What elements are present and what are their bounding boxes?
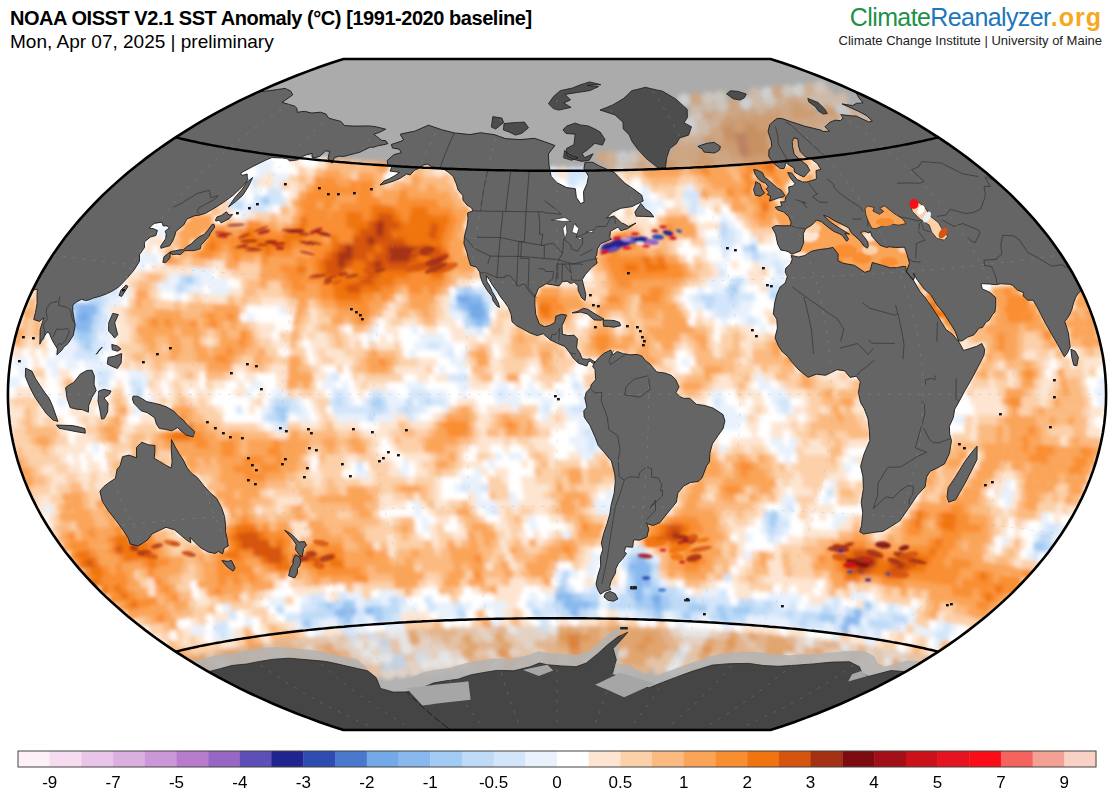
svg-text:1: 1 (679, 773, 688, 792)
svg-text:0: 0 (552, 773, 561, 792)
svg-text:-0.5: -0.5 (479, 773, 508, 792)
svg-text:9: 9 (1060, 773, 1069, 792)
svg-text:0.5: 0.5 (609, 773, 633, 792)
svg-text:-2: -2 (359, 773, 374, 792)
svg-text:-1: -1 (423, 773, 438, 792)
svg-text:-4: -4 (232, 773, 247, 792)
svg-text:-9: -9 (42, 773, 57, 792)
svg-text:-7: -7 (106, 773, 121, 792)
svg-text:2: 2 (742, 773, 751, 792)
svg-text:7: 7 (996, 773, 1005, 792)
svg-text:4: 4 (869, 773, 878, 792)
svg-text:3: 3 (806, 773, 815, 792)
svg-text:-5: -5 (169, 773, 184, 792)
svg-text:-3: -3 (296, 773, 311, 792)
svg-text:5: 5 (933, 773, 942, 792)
